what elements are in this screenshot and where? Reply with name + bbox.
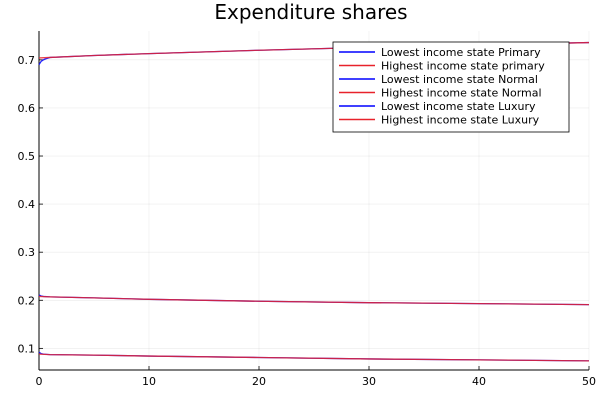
legend-label: Highest income state primary	[381, 60, 545, 73]
legend-label: Lowest income state Luxury	[381, 100, 536, 113]
y-tick-label: 0.7	[18, 54, 36, 67]
x-tick-label: 20	[252, 375, 266, 388]
x-tick-label: 10	[142, 375, 156, 388]
y-tick-label: 0.2	[18, 294, 36, 307]
legend-box	[332, 41, 570, 133]
y-tick-label: 0.1	[18, 342, 36, 355]
y-tick-label: 0.4	[18, 198, 36, 211]
series-line-4	[38, 295, 590, 306]
legend-label: Lowest income state Primary	[381, 46, 541, 59]
x-tick-label: 40	[472, 375, 486, 388]
y-tick-label: 0.5	[18, 150, 36, 163]
axes	[38, 31, 590, 371]
x-tick-label: 0	[36, 375, 43, 388]
series-line-6	[38, 353, 590, 362]
x-tick-label: 30	[362, 375, 376, 388]
legend-label: Highest income state Luxury	[381, 114, 540, 127]
series-line-3	[38, 294, 590, 306]
chart-title: Expenditure shares	[214, 0, 407, 24]
legend-label: Lowest income state Normal	[381, 73, 538, 86]
y-tick-label: 0.3	[18, 246, 36, 259]
y-tick-label: 0.6	[18, 102, 36, 115]
legend-label: Highest income state Normal	[381, 87, 542, 100]
tick-labels: 0 10 20 30 40 50 0.1 0.2 0.3 0.4 0.5 0.6 0.7	[18, 54, 597, 388]
x-tick-label: 50	[582, 375, 596, 388]
